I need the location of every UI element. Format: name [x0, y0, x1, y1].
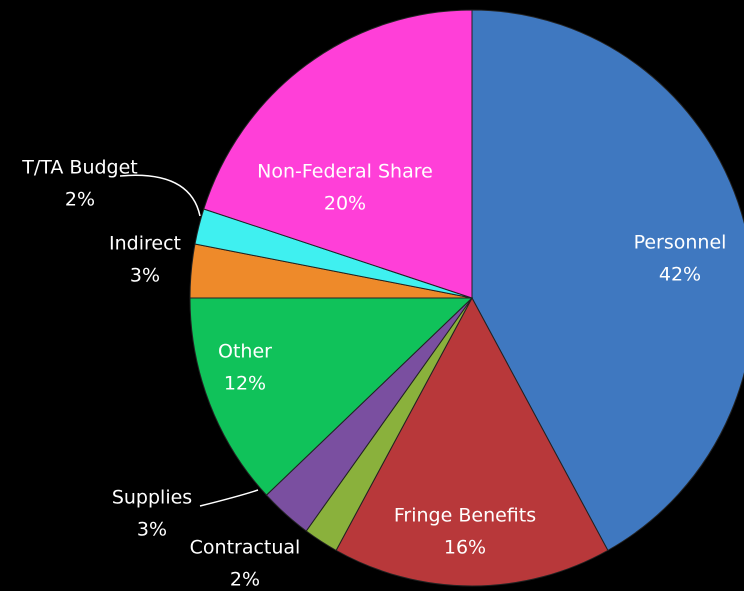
slice-value-label: 3% — [130, 265, 160, 287]
slice-value-label: 2% — [65, 189, 95, 211]
slice-label: Other — [218, 341, 272, 363]
slice-label: Personnel — [634, 232, 727, 254]
slice-value-label: 42% — [659, 264, 701, 286]
slice-label: Supplies — [112, 487, 192, 509]
pie-slice — [335, 296, 609, 587]
leader-line — [119, 174, 201, 217]
leader-line — [199, 489, 259, 507]
slice-value-label: 12% — [224, 373, 266, 395]
slice-value-label: 2% — [230, 569, 260, 591]
slice-label: Fringe Benefits — [394, 505, 536, 527]
slice-label: Non-Federal Share — [257, 161, 433, 183]
slice-label: Indirect — [109, 233, 181, 255]
slice-value-label: 3% — [137, 519, 167, 541]
slice-label: Contractual — [190, 537, 301, 559]
slice-value-label: 16% — [444, 537, 486, 559]
pie-slice — [189, 297, 474, 496]
slice-value-label: 20% — [324, 193, 366, 215]
pie-slice — [471, 9, 744, 552]
pie-slice — [203, 9, 473, 299]
slice-label: T/TA Budget — [21, 157, 138, 179]
